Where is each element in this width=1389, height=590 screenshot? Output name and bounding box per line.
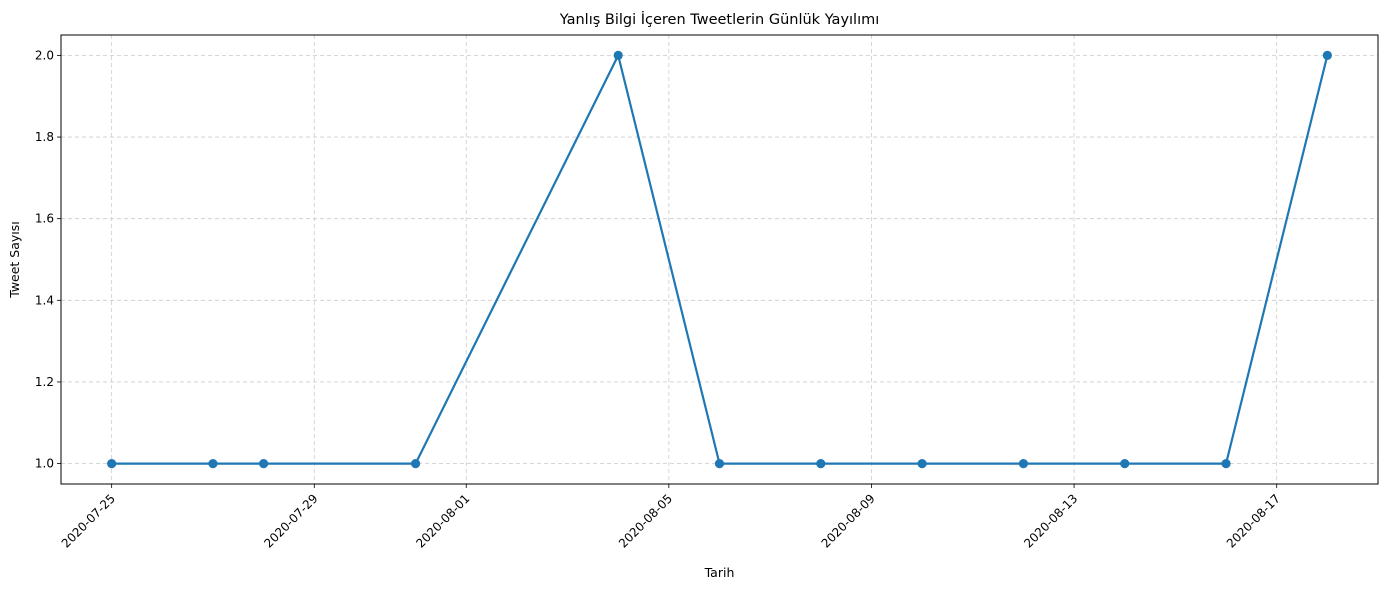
data-point: [410, 458, 421, 469]
y-axis-label: Tweet Sayısı: [7, 221, 22, 299]
data-point: [107, 458, 117, 469]
series: [107, 50, 1332, 469]
y-tick-label: 1.8: [35, 130, 54, 144]
y-tick-label: 1.0: [35, 457, 54, 471]
x-tick-label: 2020-07-25: [59, 491, 118, 550]
data-point: [816, 458, 826, 469]
ticks: 2020-07-25 2020-07-29 2020-08-01 2020-08-05…: [35, 48, 1283, 550]
x-tick-label: 2020-08-13: [1021, 491, 1080, 550]
data-point: [1018, 458, 1029, 469]
data-point: [714, 458, 725, 469]
data-point: [1221, 458, 1231, 469]
series-line: [111, 54, 1329, 465]
y-tick-label: 2.0: [35, 48, 54, 62]
grid: [61, 35, 1378, 484]
data-point: [1120, 458, 1130, 469]
y-tick-label: 1.2: [35, 375, 54, 389]
x-tick-label: 2020-08-09: [819, 491, 878, 550]
x-tick-label: 2020-07-29: [261, 491, 320, 550]
data-point: [613, 50, 623, 61]
x-axis-label: Tarih: [704, 565, 735, 580]
y-tick-label: 1.4: [35, 293, 54, 307]
axes: [60, 34, 1379, 485]
y-tick-label: 1.6: [35, 212, 54, 226]
data-point: [208, 458, 218, 469]
x-tick-label: 2020-08-01: [413, 491, 472, 550]
chart-title: Yanlış Bilgi İçeren Tweetlerin Günlük Ya…: [559, 10, 880, 28]
x-tick-label: 2020-08-17: [1224, 491, 1283, 550]
data-point: [1322, 50, 1332, 61]
plot-area-frame: [60, 34, 1379, 485]
x-tick-label: 2020-08-05: [616, 491, 675, 550]
data-point: [259, 458, 269, 469]
data-point: [917, 458, 927, 469]
